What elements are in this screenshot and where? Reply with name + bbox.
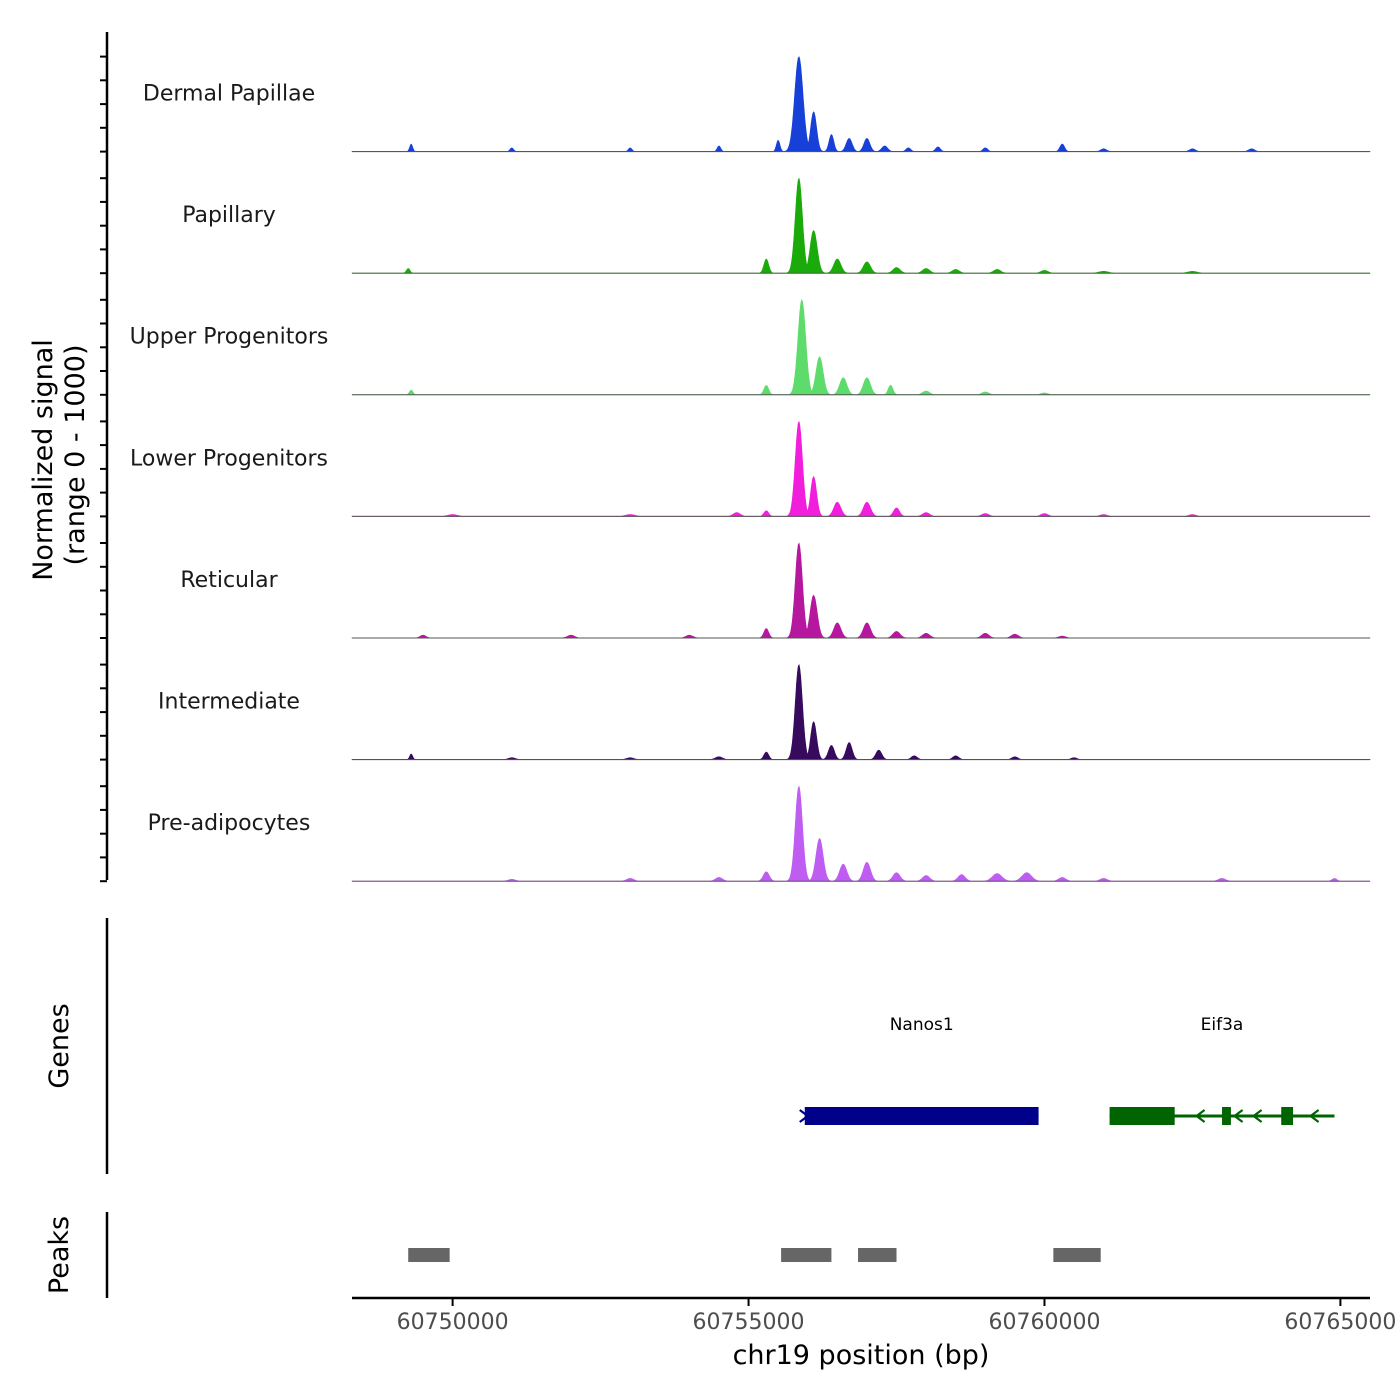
gene-label: Eif3a xyxy=(1201,1015,1244,1035)
track-1: Dermal Papillae xyxy=(143,56,1371,153)
y-axis-title-line1: Normalized signal xyxy=(28,339,59,581)
peak-track xyxy=(408,1248,1101,1262)
gene-exon xyxy=(1222,1107,1231,1125)
gene-eif3a: Eif3a xyxy=(1109,1015,1335,1125)
signal-area xyxy=(351,785,1371,882)
track-label: Pre-adipocytes xyxy=(148,811,311,836)
gene-label: Nanos1 xyxy=(890,1015,954,1035)
gene-exon xyxy=(1109,1107,1175,1125)
signal-area xyxy=(351,177,1371,274)
signal-area xyxy=(351,420,1371,517)
signal-y-axis xyxy=(100,32,109,883)
strand-arrow xyxy=(1251,1109,1263,1123)
track-label: Dermal Papillae xyxy=(143,82,315,107)
signal-area xyxy=(351,542,1371,639)
genes-axis-title: Genes xyxy=(44,1003,75,1088)
signal-area xyxy=(351,56,1371,152)
gene-exon xyxy=(804,1107,1039,1125)
strand-arrow xyxy=(1232,1109,1244,1123)
signal-area xyxy=(351,664,1371,760)
x-axis-title: chr19 position (bp) xyxy=(733,1340,990,1371)
strand-arrow xyxy=(1308,1109,1320,1123)
gene-nanos1: Nanos1 xyxy=(799,1015,1039,1125)
y-axis-title-line2: (range 0 - 1000) xyxy=(60,345,91,566)
track-label: Reticular xyxy=(180,568,278,593)
gene-exon xyxy=(1281,1107,1294,1125)
track-3: Upper Progenitors xyxy=(130,299,1371,396)
peak-region xyxy=(1053,1248,1101,1262)
track-label: Lower Progenitors xyxy=(130,446,328,471)
peak-region xyxy=(858,1248,897,1262)
x-tick-label: 60765000 xyxy=(1284,1310,1396,1335)
track-label: Upper Progenitors xyxy=(130,325,329,350)
x-tick-label: 60750000 xyxy=(397,1310,509,1335)
strand-arrow xyxy=(799,1109,810,1123)
signal-area xyxy=(351,299,1371,396)
peak-region xyxy=(408,1248,450,1262)
track-label: Intermediate xyxy=(158,690,300,715)
x-tick-label: 60755000 xyxy=(693,1310,805,1335)
track-4: Lower Progenitors xyxy=(130,420,1371,517)
track-6: Intermediate xyxy=(158,664,1371,761)
strand-arrow xyxy=(1194,1109,1206,1123)
track-5: Reticular xyxy=(180,542,1371,639)
x-axis-ticks: 60750000 60755000 60760000 60765000 xyxy=(397,1298,1396,1335)
peak-region xyxy=(781,1248,832,1262)
peaks-axis-title: Peaks xyxy=(44,1216,75,1294)
gene-track: Nanos1 Eif3a xyxy=(799,1015,1335,1125)
signal-tracks: Dermal Papillae Papillary Upper Progenitor… xyxy=(130,56,1371,882)
track-label: Papillary xyxy=(182,203,276,228)
track-2: Papillary xyxy=(182,177,1371,274)
x-tick-label: 60760000 xyxy=(988,1310,1100,1335)
track-7: Pre-adipocytes xyxy=(148,785,1371,882)
